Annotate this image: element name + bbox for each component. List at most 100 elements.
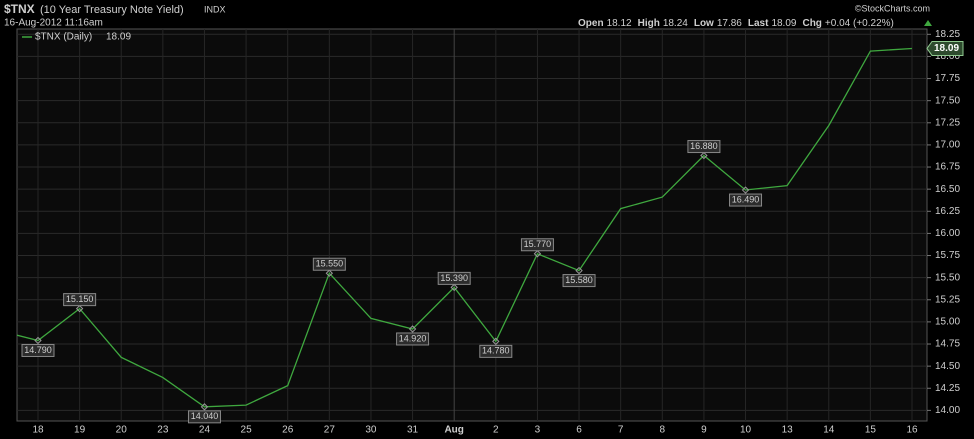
x-tick-label: 14 bbox=[823, 425, 835, 436]
stat-name: Chg bbox=[802, 18, 821, 29]
plot-area bbox=[16, 28, 928, 422]
y-tick-label: 18.00 bbox=[935, 51, 960, 62]
value-label: 16.880 bbox=[690, 141, 718, 151]
vertex-marker bbox=[741, 186, 750, 194]
vertex-marker bbox=[200, 403, 209, 411]
x-tick-label: 2 bbox=[493, 425, 499, 436]
x-tick-label: 3 bbox=[535, 425, 541, 436]
y-tick-label: 17.25 bbox=[935, 117, 960, 128]
x-tick-label: 13 bbox=[782, 425, 794, 436]
value-label-box bbox=[479, 344, 513, 358]
stat-name: Last bbox=[748, 18, 769, 29]
value-label-box bbox=[312, 257, 346, 271]
legend-value: 18.09 bbox=[106, 32, 131, 43]
x-tick-label: Aug bbox=[444, 425, 463, 436]
stat-value: 18.12 bbox=[607, 18, 632, 29]
y-tick-label: 14.75 bbox=[935, 339, 960, 350]
line bbox=[17, 47, 913, 408]
x-tick-label: 25 bbox=[241, 425, 253, 436]
stats: Open 18.12 High 18.24 Low 17.86 Last 18.09 Chg +0… bbox=[578, 18, 894, 29]
stat-name: High bbox=[638, 18, 660, 29]
value-label: 16.490 bbox=[732, 194, 760, 204]
x-tick-label: 6 bbox=[576, 425, 582, 436]
y-tick-label: 17.75 bbox=[935, 73, 960, 84]
legend-label: $TNX (Daily) bbox=[35, 32, 92, 43]
y-tick-label: 15.50 bbox=[935, 272, 960, 283]
stat-name: Open bbox=[578, 18, 604, 29]
value-label: 15.150 bbox=[66, 294, 94, 304]
vertex-marker bbox=[700, 151, 708, 160]
y-tick-label: 15.00 bbox=[935, 317, 960, 328]
x-tick-label: 27 bbox=[324, 425, 336, 436]
date: 16-Aug-2012 11:16am bbox=[4, 18, 103, 29]
x-tick-label: 26 bbox=[282, 425, 294, 436]
value-label-box bbox=[437, 271, 471, 285]
vertex-marker bbox=[450, 283, 458, 292]
chart-title: (10 Year Treasury Note Yield) bbox=[40, 4, 184, 16]
value-label-box bbox=[520, 238, 554, 252]
y-tick-label: 14.50 bbox=[935, 361, 960, 372]
value-label-box bbox=[729, 193, 763, 207]
x-tick-label: 30 bbox=[365, 425, 377, 436]
x-tick-label: 23 bbox=[157, 425, 169, 436]
vertex-marker bbox=[492, 337, 500, 346]
stat-value: 18.24 bbox=[663, 18, 688, 29]
y-tick-label: 15.75 bbox=[935, 250, 960, 261]
vertex-marker bbox=[75, 304, 84, 313]
x-tick-label: 19 bbox=[74, 425, 86, 436]
x-tick-label: 8 bbox=[660, 425, 666, 436]
x-tick-label: 24 bbox=[199, 425, 211, 436]
x-tick-label: 31 bbox=[407, 425, 419, 436]
last-value-box bbox=[926, 40, 964, 56]
y-tick-label: 16.00 bbox=[935, 228, 960, 239]
y-tick-label: 16.25 bbox=[935, 206, 960, 217]
value-label: 15.390 bbox=[440, 273, 468, 283]
credit: ©StockCharts.com bbox=[855, 3, 930, 13]
value-label: 14.920 bbox=[399, 333, 427, 343]
vertex-marker bbox=[34, 336, 42, 345]
vertex-marker bbox=[408, 325, 417, 333]
x-tick-label: 10 bbox=[740, 425, 752, 436]
x-tick-label: 18 bbox=[32, 425, 44, 436]
exchange: INDX bbox=[204, 4, 226, 14]
y-tick-label: 18.25 bbox=[935, 29, 960, 40]
value-label: 14.780 bbox=[482, 346, 510, 356]
vertex-marker bbox=[325, 269, 334, 277]
value-label-box bbox=[187, 410, 221, 424]
x-tick-label: 16 bbox=[906, 425, 918, 436]
vertex-marker bbox=[575, 266, 583, 275]
up-arrow bbox=[924, 20, 932, 26]
value-label: 14.040 bbox=[191, 411, 219, 421]
y-tick-label: 16.75 bbox=[935, 162, 960, 173]
grid bbox=[17, 29, 931, 421]
y-tick-label: 16.50 bbox=[935, 184, 960, 195]
y-tick-label: 14.00 bbox=[935, 405, 960, 416]
value-label-box bbox=[562, 274, 596, 288]
y-tick-label: 17.50 bbox=[935, 95, 960, 106]
y-tick-label: 15.25 bbox=[935, 294, 960, 305]
plot bbox=[17, 47, 913, 411]
value-label: 14.790 bbox=[24, 345, 52, 355]
labels: 14.00 14.25 14.50 14.75 15.00 15.25 15.50 15.75… bbox=[21, 29, 964, 436]
x-tick-label: 20 bbox=[116, 425, 128, 436]
last-value-label: 18.09 bbox=[934, 43, 959, 54]
x-tick-label: 9 bbox=[701, 425, 707, 436]
symbol: $TNX bbox=[4, 2, 35, 16]
stat-name: Low bbox=[694, 18, 714, 29]
x-tick-label: 15 bbox=[865, 425, 877, 436]
value-label-box bbox=[396, 332, 430, 346]
y-tick-label: 14.25 bbox=[935, 383, 960, 394]
x-tick-label: 7 bbox=[618, 425, 624, 436]
value-label: 15.550 bbox=[316, 259, 344, 269]
stat-value: 18.09 bbox=[771, 18, 796, 29]
y-tick-label: 17.00 bbox=[935, 140, 960, 151]
value-label: 15.770 bbox=[524, 239, 552, 249]
vertex-marker bbox=[533, 250, 542, 258]
value-label-box bbox=[687, 140, 721, 154]
value-label-box bbox=[63, 293, 97, 307]
stat-value: 17.86 bbox=[717, 18, 742, 29]
value-label-box bbox=[21, 343, 55, 357]
value-label: 15.580 bbox=[565, 275, 593, 285]
stat-value: +0.04 (+0.22%) bbox=[825, 18, 894, 29]
